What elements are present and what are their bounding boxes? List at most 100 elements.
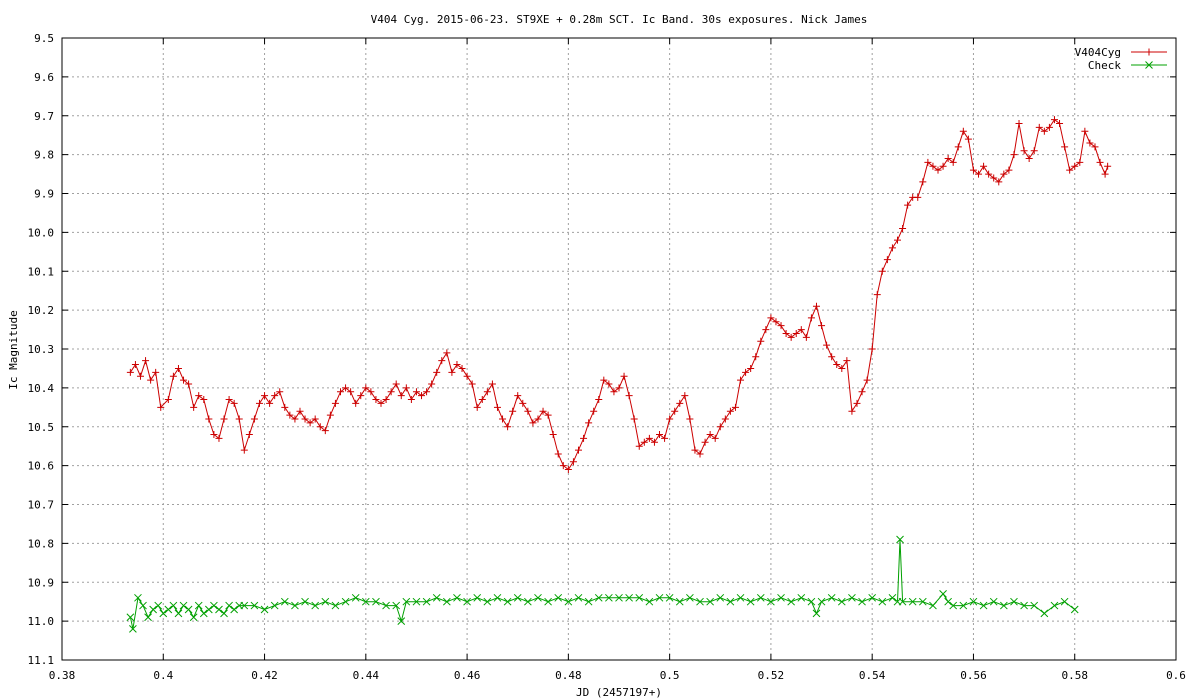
data-point-v404cyg	[838, 364, 846, 372]
data-point-v404cyg	[818, 322, 826, 330]
data-point-v404cyg	[428, 380, 436, 388]
data-point-check	[513, 593, 522, 602]
data-point-check	[726, 597, 735, 606]
data-point-check	[432, 593, 441, 602]
data-point-v404cyg	[554, 450, 562, 458]
data-point-check	[534, 593, 542, 602]
data-point-check	[635, 593, 644, 602]
series-v404cyg	[126, 116, 1112, 474]
x-tick-label: 0.6	[1166, 669, 1186, 682]
data-point-check	[1060, 597, 1069, 606]
data-point-v404cyg	[600, 376, 608, 384]
data-point-v404cyg	[271, 392, 279, 400]
y-tick-label: 10.5	[28, 421, 55, 434]
data-point-v404cyg	[843, 357, 851, 365]
data-point-v404cyg	[701, 438, 709, 446]
data-point-check	[949, 601, 958, 610]
data-point-v404cyg	[807, 314, 815, 322]
data-point-check	[250, 601, 259, 610]
data-point-check	[858, 597, 866, 606]
data-point-v404cyg	[276, 388, 284, 396]
data-point-v404cyg	[650, 438, 658, 446]
data-point-check	[908, 597, 917, 606]
data-point-v404cyg	[995, 178, 1003, 186]
data-point-v404cyg	[1005, 166, 1013, 174]
data-point-check	[382, 601, 390, 610]
data-point-check	[807, 597, 816, 606]
data-point-v404cyg	[261, 392, 269, 400]
data-point-v404cyg	[873, 291, 881, 299]
data-point-v404cyg	[407, 396, 415, 404]
data-point-check	[888, 593, 897, 602]
data-point-check	[777, 593, 785, 602]
data-point-v404cyg	[483, 388, 491, 396]
data-point-v404cyg	[342, 384, 350, 392]
data-point-v404cyg	[1104, 162, 1112, 170]
data-point-v404cyg	[438, 357, 446, 365]
data-point-v404cyg	[959, 127, 967, 135]
data-point-v404cyg	[463, 372, 471, 380]
data-point-check	[361, 597, 370, 606]
data-point-v404cyg	[514, 392, 522, 400]
y-tick-label: 9.8	[34, 149, 54, 162]
data-point-v404cyg	[939, 162, 947, 170]
data-point-check	[174, 609, 183, 618]
x-tick-label: 0.42	[251, 669, 278, 682]
data-point-v404cyg	[868, 345, 876, 353]
data-point-check	[351, 593, 360, 602]
data-point-v404cyg	[326, 411, 334, 419]
data-point-check	[321, 597, 330, 606]
data-point-check	[896, 535, 904, 544]
data-point-v404cyg	[1035, 123, 1043, 131]
data-point-v404cyg	[281, 403, 289, 411]
data-point-v404cyg	[468, 380, 476, 388]
data-point-check	[665, 593, 674, 602]
data-point-v404cyg	[534, 415, 542, 423]
data-point-check	[134, 593, 142, 602]
data-point-v404cyg	[311, 415, 319, 423]
data-point-check	[675, 597, 684, 606]
data-point-v404cyg	[757, 337, 765, 345]
data-point-v404cyg	[752, 353, 760, 361]
data-point-check	[215, 605, 223, 614]
data-point-check	[787, 597, 796, 606]
grid-layer	[62, 38, 1176, 660]
y-tick-label: 10.2	[28, 304, 55, 317]
data-point-v404cyg	[706, 431, 714, 439]
data-point-check	[159, 609, 168, 618]
data-point-v404cyg	[152, 368, 160, 376]
data-point-v404cyg	[980, 162, 988, 170]
data-point-v404cyg	[1096, 158, 1104, 166]
data-point-check	[412, 597, 421, 606]
data-point-v404cyg	[185, 380, 193, 388]
data-point-v404cyg	[625, 392, 633, 400]
data-point-v404cyg	[286, 411, 294, 419]
data-point-check	[554, 593, 563, 602]
data-point-v404cyg	[266, 399, 274, 407]
data-point-v404cyg	[195, 392, 203, 400]
data-point-v404cyg	[387, 388, 395, 396]
data-point-v404cyg	[762, 326, 770, 334]
data-point-v404cyg	[504, 423, 512, 431]
data-point-v404cyg	[853, 399, 861, 407]
data-point-check	[837, 597, 846, 606]
data-point-v404cyg	[544, 411, 552, 419]
data-point-v404cyg	[605, 380, 613, 388]
data-point-v404cyg	[1030, 147, 1038, 155]
data-point-v404cyg	[676, 399, 684, 407]
data-point-v404cyg	[731, 403, 739, 411]
data-point-check	[483, 597, 492, 606]
data-point-v404cyg	[975, 170, 983, 178]
data-point-v404cyg	[772, 318, 780, 326]
data-point-v404cyg	[169, 372, 177, 380]
data-point-v404cyg	[306, 419, 314, 427]
data-point-v404cyg	[147, 376, 155, 384]
data-point-v404cyg	[529, 419, 537, 427]
data-point-v404cyg	[1045, 123, 1053, 131]
data-point-v404cyg	[453, 361, 461, 369]
data-point-v404cyg	[635, 442, 643, 450]
data-point-check	[149, 605, 157, 614]
data-point-v404cyg	[220, 415, 228, 423]
data-point-check	[1040, 609, 1049, 618]
legend-marker-v404cyg	[1145, 48, 1153, 56]
